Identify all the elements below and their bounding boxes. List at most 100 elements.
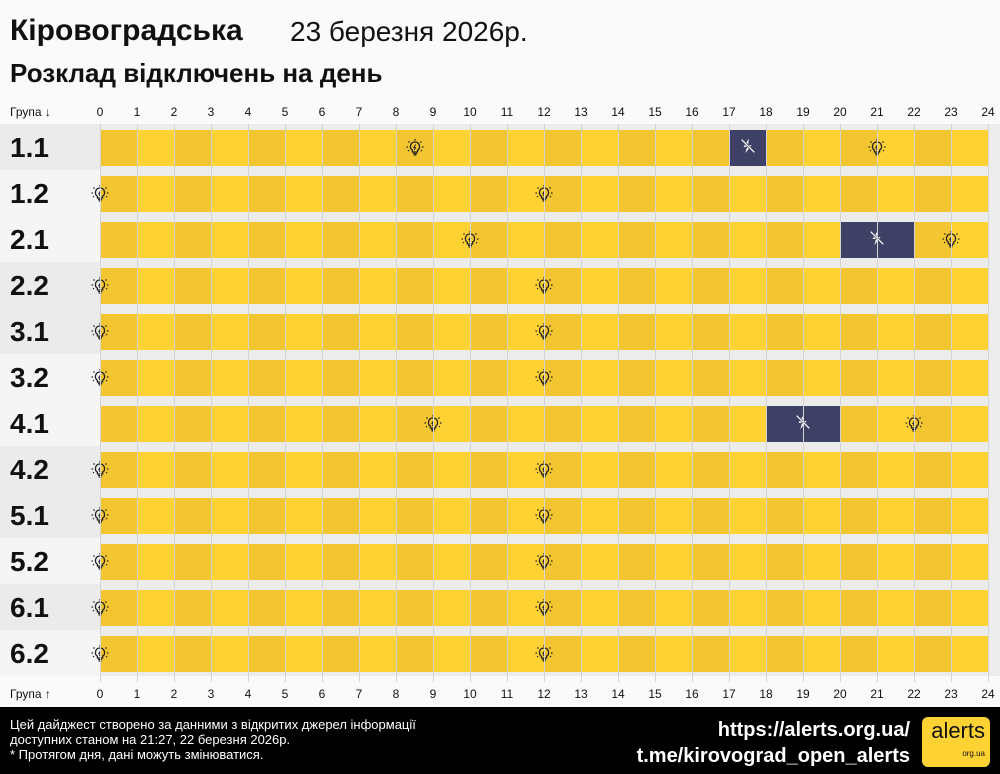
power-on-cell <box>618 130 655 166</box>
power-on-cell <box>766 590 803 626</box>
power-on-cell <box>100 544 137 580</box>
power-on-cell <box>655 452 692 488</box>
power-on-cell <box>951 176 988 212</box>
power-on-cell <box>470 544 507 580</box>
power-on-cell <box>248 590 285 626</box>
group-label: 3.2 <box>0 354 100 400</box>
power-on-cell <box>322 268 359 304</box>
power-on-cell <box>692 130 729 166</box>
hour-gridline <box>174 124 175 682</box>
power-on-cell <box>692 498 729 534</box>
hour-tick: 13 <box>574 687 588 701</box>
power-on-cell <box>137 406 174 442</box>
power-on-cell <box>396 268 433 304</box>
power-on-cell <box>100 222 137 258</box>
power-on-cell <box>951 130 988 166</box>
power-on-cell <box>803 176 840 212</box>
power-on-cell <box>507 176 544 212</box>
group-label: 2.2 <box>0 262 100 308</box>
hour-tick: 15 <box>648 105 662 119</box>
power-on-cell <box>248 498 285 534</box>
power-on-cell <box>840 636 877 672</box>
power-on-cell <box>951 452 988 488</box>
power-on-cell <box>433 636 470 672</box>
hour-tick: 4 <box>244 105 252 119</box>
power-on-cell <box>433 130 470 166</box>
power-on-cell <box>729 452 766 488</box>
power-on-cell <box>359 268 396 304</box>
power-on-cell <box>581 406 618 442</box>
hour-gridline <box>729 124 730 682</box>
group-label: 4.2 <box>0 446 100 492</box>
power-on-cell <box>507 636 544 672</box>
hour-tick: 12 <box>537 687 551 701</box>
group-label: 6.1 <box>0 584 100 630</box>
power-on-cell <box>692 176 729 212</box>
hour-tick: 21 <box>870 105 884 119</box>
power-on-cell <box>211 498 248 534</box>
power-on-cell <box>359 590 396 626</box>
site-link[interactable]: https://alerts.org.ua/ <box>717 719 910 741</box>
power-on-cell <box>100 360 137 396</box>
power-on-cell <box>581 544 618 580</box>
hour-axis-top: Група ↓ 0 1 2 3 4 5 6 7 8 9 10 11 12 13 14 15 16 17 18 19 20… <box>0 100 1000 124</box>
power-on-cell <box>174 130 211 166</box>
power-on-cell <box>877 452 914 488</box>
telegram-link[interactable]: t.me/kirovograd_open_alerts <box>636 745 910 767</box>
power-on-cell <box>729 176 766 212</box>
power-on-cell <box>655 222 692 258</box>
power-on-cell <box>470 314 507 350</box>
power-on-cell <box>581 452 618 488</box>
group-label: 4.1 <box>0 400 100 446</box>
power-on-cell <box>137 268 174 304</box>
power-on-cell <box>803 452 840 488</box>
power-on-cell <box>507 314 544 350</box>
power-on-cell <box>174 314 211 350</box>
power-on-cell <box>507 452 544 488</box>
power-on-cell <box>507 130 544 166</box>
power-on-cell <box>396 360 433 396</box>
power-on-cell <box>914 130 951 166</box>
power-on-cell <box>803 544 840 580</box>
footer-disclaimer: Цей дайджест створено за данними з відкр… <box>10 717 416 762</box>
power-on-cell <box>248 130 285 166</box>
power-on-cell <box>396 544 433 580</box>
power-on-cell <box>877 636 914 672</box>
power-on-cell <box>914 176 951 212</box>
power-on-cell <box>137 544 174 580</box>
power-on-cell <box>248 268 285 304</box>
power-on-cell <box>285 452 322 488</box>
hour-tick: 18 <box>759 687 773 701</box>
power-off-icon <box>739 137 757 160</box>
power-on-cell <box>914 222 951 258</box>
power-on-cell <box>507 268 544 304</box>
power-on-cell <box>877 498 914 534</box>
power-on-cell <box>396 222 433 258</box>
power-on-cell <box>285 222 322 258</box>
power-on-cell <box>655 360 692 396</box>
power-on-cell <box>729 590 766 626</box>
power-on-cell <box>470 130 507 166</box>
footer: Цей дайджест створено за данними з відкр… <box>0 707 1000 774</box>
power-on-cell <box>803 360 840 396</box>
power-on-cell <box>692 222 729 258</box>
power-on-cell <box>581 360 618 396</box>
power-on-cell <box>137 176 174 212</box>
power-on-cell <box>322 222 359 258</box>
hour-gridline <box>840 124 841 682</box>
power-on-cell <box>285 544 322 580</box>
power-on-cell <box>248 636 285 672</box>
hour-tick: 2 <box>170 105 178 119</box>
power-on-cell <box>100 406 137 442</box>
power-on-cell <box>803 498 840 534</box>
power-on-cell <box>359 222 396 258</box>
hour-tick: 0 <box>96 687 104 701</box>
hour-tick: 5 <box>281 105 289 119</box>
power-on-cell <box>877 590 914 626</box>
hour-gridline <box>248 124 249 682</box>
hour-tick: 14 <box>611 687 625 701</box>
power-on-cell <box>766 268 803 304</box>
power-on-cell <box>581 636 618 672</box>
power-on-cell <box>914 268 951 304</box>
power-on-cell <box>914 544 951 580</box>
